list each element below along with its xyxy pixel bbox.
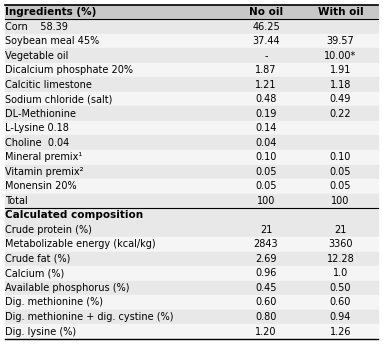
Text: Metabolizable energy (kcal/kg): Metabolizable energy (kcal/kg)	[5, 239, 156, 249]
Bar	[5, 92, 378, 106]
Bar	[5, 310, 378, 324]
Text: Dicalcium phosphate 20%: Dicalcium phosphate 20%	[5, 65, 133, 75]
Text: 1.87: 1.87	[255, 65, 277, 75]
Text: 21: 21	[334, 225, 347, 235]
Text: 1.26: 1.26	[330, 326, 351, 336]
Text: Calcitic limestone: Calcitic limestone	[5, 80, 92, 90]
Text: Dig. lysine (%): Dig. lysine (%)	[5, 326, 76, 336]
Text: 0.10: 0.10	[255, 152, 277, 162]
Text: Dig. methionine + dig. cystine (%): Dig. methionine + dig. cystine (%)	[5, 312, 174, 322]
Text: 0.60: 0.60	[255, 298, 277, 308]
Text: Crude fat (%): Crude fat (%)	[5, 254, 70, 264]
Bar	[5, 266, 378, 281]
Bar	[5, 324, 378, 339]
Bar	[5, 106, 378, 121]
Text: Vitamin premix²: Vitamin premix²	[5, 167, 84, 177]
Text: 1.21: 1.21	[255, 80, 277, 90]
Bar	[5, 121, 378, 136]
Text: 37.44: 37.44	[252, 36, 280, 46]
Text: 1.18: 1.18	[330, 80, 351, 90]
Text: 0.49: 0.49	[330, 94, 351, 104]
Text: No oil: No oil	[249, 7, 283, 17]
Text: Sodium chloride (salt): Sodium chloride (salt)	[5, 94, 113, 104]
Text: L-Lysine 0.18: L-Lysine 0.18	[5, 123, 69, 133]
Text: Dig. methionine (%): Dig. methionine (%)	[5, 298, 103, 308]
Bar	[5, 49, 378, 63]
Text: 0.22: 0.22	[330, 109, 351, 119]
Text: -: -	[264, 51, 268, 61]
Text: Calcium (%): Calcium (%)	[5, 268, 64, 278]
Text: Vegetable oil: Vegetable oil	[5, 51, 69, 61]
Bar	[5, 237, 378, 252]
Text: 39.57: 39.57	[327, 36, 354, 46]
Text: With oil: With oil	[318, 7, 363, 17]
Bar	[5, 34, 378, 49]
Bar	[5, 5, 378, 19]
Text: DL-Methionine: DL-Methionine	[5, 109, 76, 119]
Bar	[5, 223, 378, 237]
Bar	[5, 63, 378, 77]
Text: Total: Total	[5, 196, 28, 206]
Text: Monensin 20%: Monensin 20%	[5, 181, 77, 191]
Text: 46.25: 46.25	[252, 22, 280, 32]
Bar	[5, 164, 378, 179]
Text: Calculated composition: Calculated composition	[5, 210, 143, 221]
Bar	[5, 295, 378, 310]
Text: 0.10: 0.10	[330, 152, 351, 162]
Text: Mineral premix¹: Mineral premix¹	[5, 152, 82, 162]
Bar	[5, 77, 378, 92]
Text: 0.94: 0.94	[330, 312, 351, 322]
Text: 0.05: 0.05	[255, 167, 277, 177]
Text: Choline  0.04: Choline 0.04	[5, 138, 69, 148]
Text: 0.60: 0.60	[330, 298, 351, 308]
Bar	[5, 19, 378, 34]
Bar	[5, 208, 378, 223]
Text: 12.28: 12.28	[327, 254, 354, 264]
Bar	[5, 136, 378, 150]
Text: 3360: 3360	[328, 239, 353, 249]
Text: 100: 100	[257, 196, 275, 206]
Text: Corn    58.39: Corn 58.39	[5, 22, 68, 32]
Bar	[5, 194, 378, 208]
Text: 0.04: 0.04	[255, 138, 277, 148]
Text: 1.20: 1.20	[255, 326, 277, 336]
Text: 0.50: 0.50	[330, 283, 351, 293]
Text: 0.48: 0.48	[255, 94, 277, 104]
Text: 0.19: 0.19	[255, 109, 277, 119]
Text: 0.05: 0.05	[330, 167, 351, 177]
Text: 0.96: 0.96	[255, 268, 277, 278]
Text: 0.14: 0.14	[255, 123, 277, 133]
Text: 2.69: 2.69	[255, 254, 277, 264]
Text: 0.05: 0.05	[330, 181, 351, 191]
Bar	[5, 252, 378, 266]
Text: 100: 100	[331, 196, 350, 206]
Bar	[5, 150, 378, 164]
Bar	[5, 179, 378, 194]
Text: Crude protein (%): Crude protein (%)	[5, 225, 92, 235]
Text: 1.91: 1.91	[330, 65, 351, 75]
Text: 1.0: 1.0	[333, 268, 348, 278]
Text: 2843: 2843	[254, 239, 278, 249]
Text: 0.05: 0.05	[255, 181, 277, 191]
Text: 0.80: 0.80	[255, 312, 277, 322]
Text: 0.45: 0.45	[255, 283, 277, 293]
Text: 21: 21	[260, 225, 272, 235]
Text: Ingredients (%): Ingredients (%)	[5, 7, 97, 17]
Text: Soybean meal 45%: Soybean meal 45%	[5, 36, 100, 46]
Text: 10.00*: 10.00*	[324, 51, 357, 61]
Bar	[5, 281, 378, 295]
Text: Available phosphorus (%): Available phosphorus (%)	[5, 283, 130, 293]
